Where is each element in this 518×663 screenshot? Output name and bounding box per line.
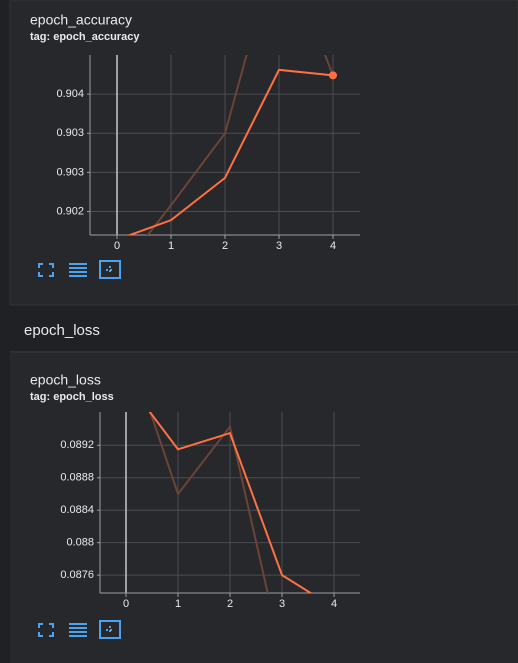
y-tick-label: 0.0888 — [60, 472, 94, 484]
fullscreen-button[interactable] — [38, 263, 54, 277]
chart-title: epoch_accuracy — [30, 12, 132, 28]
line — [149, 412, 269, 593]
y-tick-label: 0.903 — [56, 166, 84, 178]
x-tick-label: 0 — [123, 598, 129, 610]
chart-subtitle: tag: epoch_loss — [30, 391, 114, 403]
last-point-marker — [329, 71, 337, 80]
toolbar — [38, 260, 121, 639]
y-tick-label: 0.0876 — [60, 569, 94, 581]
x-tick-label: 3 — [279, 598, 285, 610]
y-tick-label: 0.088 — [66, 537, 94, 549]
line — [148, 412, 313, 593]
x-tick-label: 4 — [331, 598, 337, 610]
x-tick-label: 2 — [227, 598, 233, 610]
x-tick-label: 1 — [168, 240, 174, 252]
card — [9, 0, 518, 306]
line — [127, 68, 334, 235]
y-tick-label: 0.0892 — [60, 439, 94, 451]
chart-subtitle: tag: epoch_accuracy — [30, 31, 140, 43]
fit-button[interactable] — [99, 620, 121, 639]
chart-title: epoch_loss — [30, 372, 101, 388]
fit-button[interactable] — [99, 260, 121, 279]
line — [146, 55, 334, 235]
x-tick-label: 3 — [276, 240, 282, 252]
section-header — [10, 310, 518, 352]
fullscreen-button[interactable] — [38, 623, 54, 637]
x-tick-label: 1 — [175, 598, 181, 610]
x-tick-label: 0 — [114, 240, 120, 252]
section-title: epoch_loss — [24, 322, 100, 339]
y-tick-label: 0.904 — [56, 88, 84, 100]
y-tick-label: 0.903 — [56, 127, 84, 139]
x-tick-label: 2 — [222, 240, 228, 252]
x-tick-label: 4 — [330, 240, 336, 252]
y-tick-label: 0.902 — [56, 205, 84, 217]
y-tick-label: 0.0884 — [60, 504, 94, 516]
legend-button[interactable] — [69, 263, 87, 277]
legend-button[interactable] — [69, 623, 87, 637]
card — [10, 353, 518, 663]
